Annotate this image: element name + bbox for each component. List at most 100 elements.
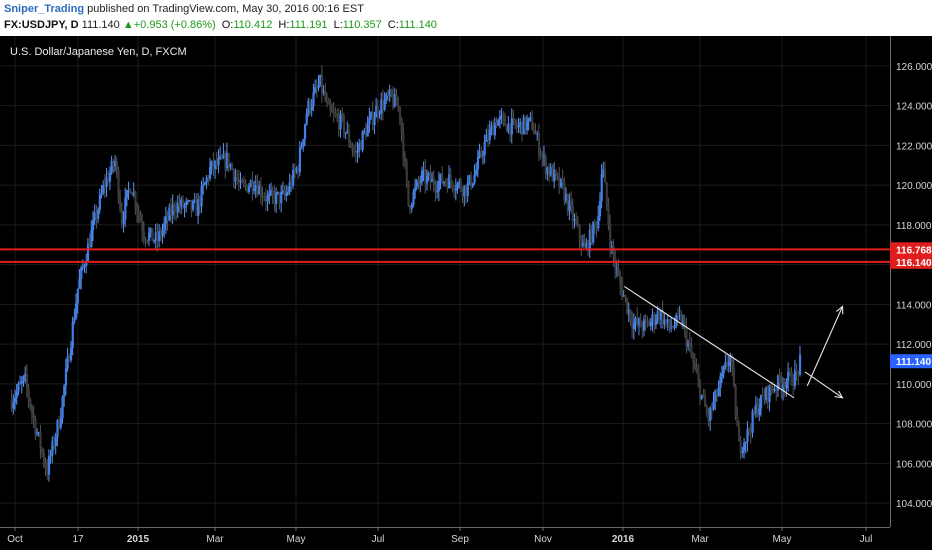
candle-body [753,410,756,414]
candle-body [147,233,151,241]
price-chart[interactable]: 126.000124.000122.000120.000118.000116.0… [0,36,932,550]
candle-body [19,383,22,385]
candle-body [270,190,273,194]
candle-body [476,156,480,170]
candle-body [698,380,702,399]
candle-body [36,432,39,435]
candle-body [670,327,673,329]
candle-body [10,399,13,409]
candle-body [322,91,325,93]
candle-body [736,416,739,427]
candle-body [27,387,30,400]
candle-body [95,212,98,219]
candle-body [766,387,769,402]
low-label: L: [333,19,343,31]
candle-body [51,440,54,456]
candle-body [719,376,722,389]
candle-body [424,169,427,184]
candle-body [15,391,18,398]
candle-body [176,203,179,213]
level-price-tag [890,254,932,269]
candle-body [266,195,269,202]
candle-body [634,318,637,324]
arrow-line[interactable] [806,306,844,387]
candle-body [480,151,483,156]
candle-body [373,117,376,126]
chart-header: Sniper_Trading published on TradingView.… [0,0,932,36]
candle-body [648,322,651,327]
candle-body [276,191,279,193]
candle-body [792,384,795,387]
candle-body [425,175,429,184]
candle-body [468,175,471,183]
candle-body [220,156,224,159]
candle-body [729,355,732,363]
candle-body [388,89,391,97]
candle-body [49,455,52,457]
time-axis[interactable] [0,527,932,550]
price-axis[interactable] [890,36,932,550]
candle-body [471,183,474,187]
candle-body [765,387,768,401]
candle-body [22,376,25,382]
candle-body [759,394,763,409]
candle-body [551,166,554,182]
candle-body [692,356,695,363]
candle-body [402,132,405,159]
candle-body [602,169,605,175]
arrow-line[interactable] [804,371,843,399]
candle-body [665,319,668,323]
candle-body [659,310,663,320]
candle-body [75,303,78,319]
candle-body [280,191,283,204]
trend-line[interactable] [624,286,795,399]
candle-body [78,279,81,289]
author-link[interactable]: Sniper_Trading [4,3,85,15]
candle-body [512,118,515,120]
candle-body [278,191,281,204]
candle-body [641,326,644,331]
price-tick-label: 112.000 [896,340,932,351]
drawings[interactable] [624,286,844,399]
candle-body [137,211,140,216]
candle-body [497,119,500,126]
candle-body [414,186,417,192]
candle-body [646,320,649,323]
candle-body [598,201,602,217]
low-value: 110.357 [342,19,382,31]
candle-body [720,373,724,377]
candle-body [315,87,318,89]
symbol-label[interactable]: FX:USDJPY, D [4,19,79,31]
candle-body [105,177,108,187]
candle-body [298,147,302,173]
candle-body [178,203,181,207]
candle-body [470,175,473,187]
price-tick-label: 110.000 [896,380,932,391]
candle-body [342,115,346,133]
candle-body [653,314,656,325]
candle-body [607,205,610,226]
time-tick-label: Mar [206,534,224,545]
candle-body [503,116,507,126]
candle-body [432,178,435,187]
candle-body [688,343,691,346]
candle-body [151,228,154,242]
candle-body [76,288,79,304]
candle-body [727,362,730,366]
candle-body [363,130,366,132]
candle-body [593,222,597,224]
candle-body [386,93,390,97]
candle-body [300,146,303,148]
candle-body [714,390,717,402]
candle-body [295,168,298,172]
time-tick-label: 2015 [127,534,150,545]
candle-body [114,161,117,167]
last-price-label: 111.140 [896,357,931,368]
candle-body [132,192,135,196]
candle-body [364,130,368,137]
candle-body [237,180,240,183]
horizontal-levels[interactable]: 116.768 116.140 111.140 [0,242,932,369]
candle-body [171,204,174,216]
candle-body [663,319,666,325]
candle-body [746,428,749,442]
